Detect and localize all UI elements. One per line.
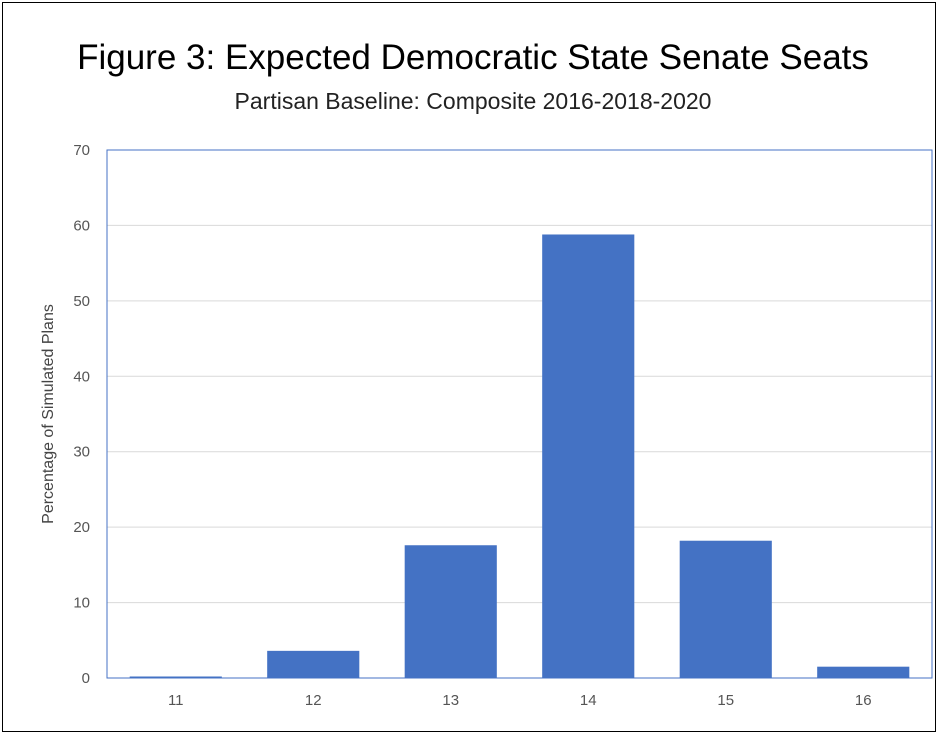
x-tick-label: 12 (305, 692, 322, 709)
bar-12 (267, 650, 360, 678)
bar-11 (129, 676, 222, 678)
y-tick-label: 30 (73, 444, 90, 461)
y-tick-label: 10 (73, 595, 90, 612)
x-tick-label: 15 (717, 692, 734, 709)
y-tick-label: 0 (82, 670, 90, 687)
y-axis-label: Percentage of Simulated Plans (40, 304, 57, 524)
x-tick-labels: 11 12 13 14 15 16 (168, 692, 872, 709)
y-tick-label: 50 (73, 293, 90, 310)
x-tick-label: 11 (168, 692, 184, 709)
gridlines (107, 224, 932, 604)
x-tick-label: 16 (855, 692, 872, 709)
y-tick-label: 40 (73, 368, 90, 385)
y-tick-label: 20 (73, 519, 90, 536)
plot-frame (106, 149, 933, 679)
chart-title: Figure 3: Expected Democratic State Sena… (77, 38, 869, 77)
bar-15 (679, 540, 772, 678)
y-tick-labels: 0 10 20 30 40 50 60 70 (73, 142, 90, 687)
x-tick-label: 13 (442, 692, 459, 709)
bar-13 (404, 545, 497, 678)
chart-subtitle: Partisan Baseline: Composite 2016-2018-2… (234, 88, 712, 114)
bar-16 (817, 666, 910, 678)
x-tick-label: 14 (580, 692, 597, 709)
y-tick-label: 70 (73, 142, 90, 159)
bars (129, 234, 910, 679)
y-tick-label: 60 (73, 217, 90, 234)
bar-14 (542, 234, 635, 679)
